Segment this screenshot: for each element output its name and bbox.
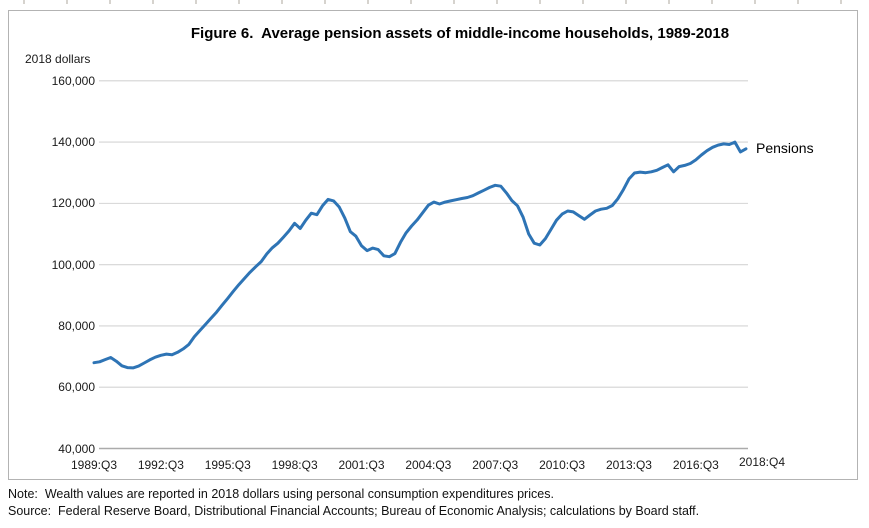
figure-note: Note: Wealth values are reported in 2018… (8, 487, 554, 501)
y-tick-label: 120,000 (51, 196, 95, 211)
y-tick-label: 100,000 (51, 257, 95, 272)
x-tick-label: 2004:Q3 (405, 458, 452, 472)
figure-title: Figure 6. Average pension assets of midd… (190, 25, 730, 42)
figure-source: Source: Federal Reserve Board, Distribut… (8, 504, 700, 518)
y-tick-label: 160,000 (51, 73, 95, 88)
page-top-ruler-tick (23, 0, 25, 4)
x-tick-label: 1995:Q3 (204, 458, 251, 472)
x-tick-label: 2016:Q3 (672, 458, 719, 472)
y-axis-unit-label: 2018 dollars (25, 52, 91, 66)
page-top-ruler-tick (109, 0, 111, 4)
page-top-ruler-tick (539, 0, 541, 4)
page-top-ruler-tick (410, 0, 412, 4)
x-tick-label: 1998:Q3 (271, 458, 318, 472)
x-tick-label: 2007:Q3 (472, 458, 519, 472)
x-tick-label: 2018:Q4 (738, 455, 786, 469)
x-tick-label: 2010:Q3 (539, 458, 586, 472)
page-top-ruler-tick (582, 0, 584, 4)
y-tick-label: 140,000 (51, 135, 95, 150)
page-top-ruler-tick (324, 0, 326, 4)
page-top-ruler-tick (152, 0, 154, 4)
page-top-ruler-tick (281, 0, 283, 4)
page-top-ruler-tick (195, 0, 197, 4)
page-top-ruler-tick (453, 0, 455, 4)
page-top-ruler-tick (238, 0, 240, 4)
page-top-ruler-tick (754, 0, 756, 4)
page-top-ruler-tick (367, 0, 369, 4)
page-top-ruler-tick (668, 0, 670, 4)
page-top-ruler-tick (496, 0, 498, 4)
x-tick-label: 1992:Q3 (137, 458, 184, 472)
y-tick-label: 40,000 (58, 441, 95, 456)
y-tick-label: 80,000 (58, 318, 95, 333)
x-tick-label: 1989:Q3 (70, 458, 118, 472)
y-tick-label: 60,000 (58, 380, 95, 395)
page-top-ruler-tick (840, 0, 842, 4)
x-tick-label: 2001:Q3 (338, 458, 385, 472)
pensions-series-line (92, 140, 748, 370)
series-label-pensions: Pensions (756, 139, 814, 156)
page-top-ruler-tick (66, 0, 68, 4)
figure-frame (8, 10, 858, 480)
page-top-ruler-tick (625, 0, 627, 4)
page-top-ruler-tick (797, 0, 799, 4)
page-top-ruler-tick (711, 0, 713, 4)
x-tick-label: 2013:Q3 (605, 458, 652, 472)
